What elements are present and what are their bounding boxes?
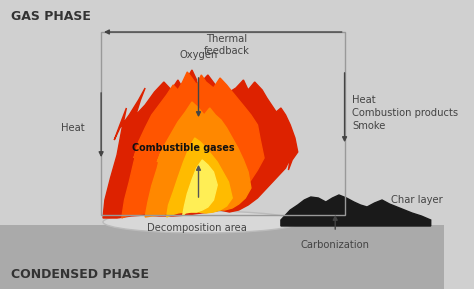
Polygon shape	[122, 72, 264, 218]
Text: GAS PHASE: GAS PHASE	[11, 10, 91, 23]
Polygon shape	[103, 70, 298, 218]
Text: Heat: Heat	[61, 123, 85, 133]
Polygon shape	[281, 195, 431, 226]
Text: Combustible gases: Combustible gases	[132, 143, 235, 153]
Text: Oxygen: Oxygen	[179, 50, 218, 60]
Text: Decomposition area: Decomposition area	[146, 223, 246, 233]
Bar	[0, 225, 444, 289]
Polygon shape	[182, 160, 217, 216]
Text: Combustion products: Combustion products	[352, 108, 458, 118]
Text: Thermal
feedback: Thermal feedback	[204, 34, 249, 55]
Polygon shape	[167, 138, 232, 217]
Text: CONDENSED PHASE: CONDENSED PHASE	[11, 268, 149, 281]
Text: Heat: Heat	[352, 95, 376, 105]
Polygon shape	[145, 102, 251, 217]
Bar	[101, 32, 345, 215]
Text: Smoke: Smoke	[352, 121, 385, 131]
Text: Char layer: Char layer	[392, 195, 443, 205]
Ellipse shape	[103, 211, 300, 233]
Text: Carbonization: Carbonization	[301, 240, 370, 250]
